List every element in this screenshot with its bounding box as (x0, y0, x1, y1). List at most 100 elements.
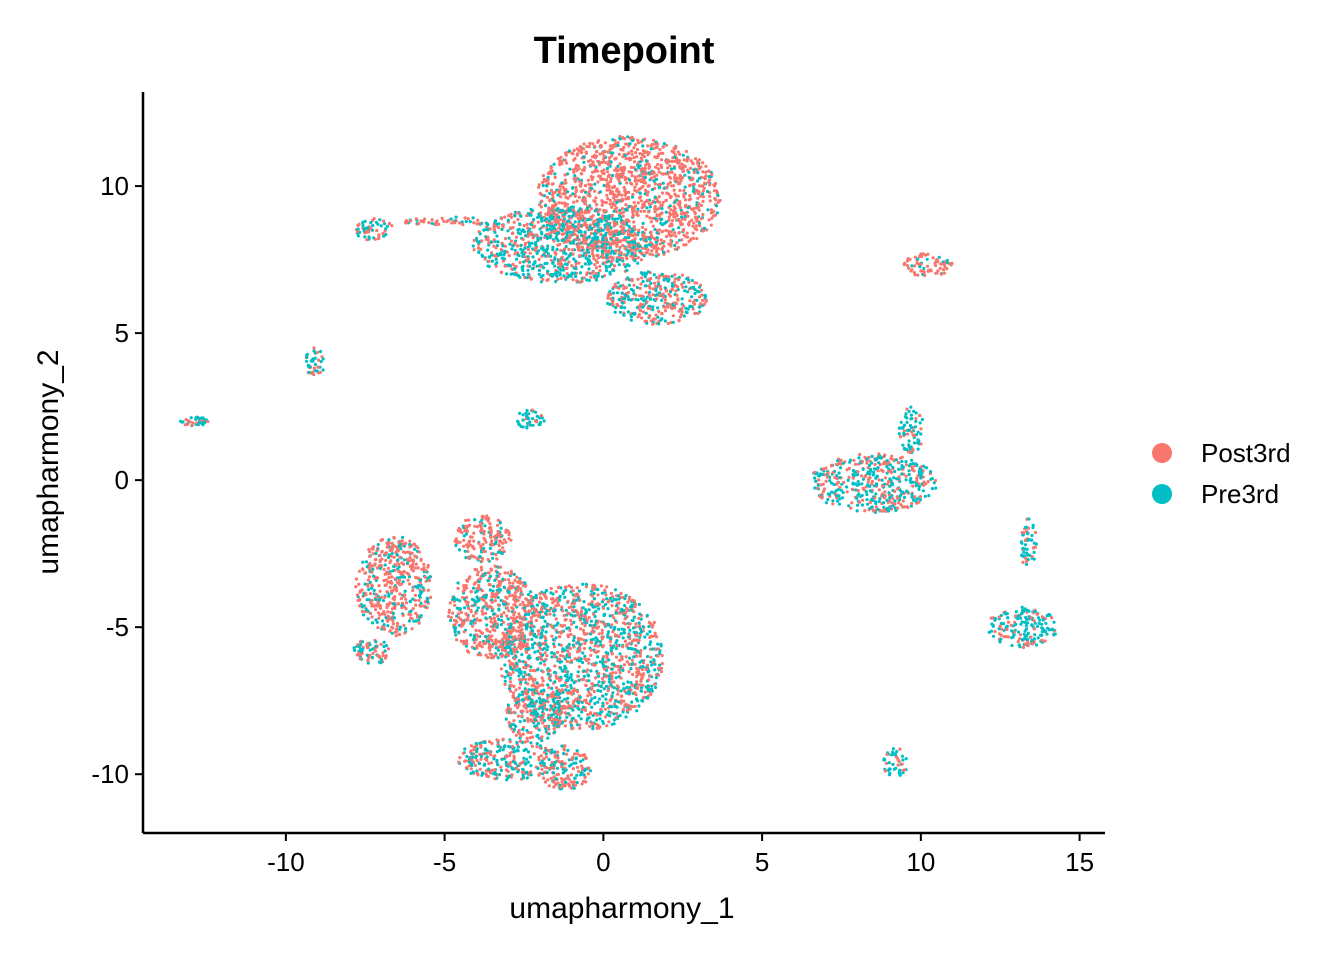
point-post3rd (657, 228, 662, 232)
point-pre3rd (574, 225, 578, 229)
point-pre3rd (582, 674, 587, 679)
point-pre3rd (594, 232, 598, 236)
point-post3rd (813, 470, 817, 474)
point-pre3rd (321, 357, 325, 361)
point-post3rd (694, 157, 698, 161)
point-post3rd (910, 430, 914, 434)
point-post3rd (624, 203, 628, 207)
point-pre3rd (658, 663, 662, 667)
point-pre3rd (536, 649, 540, 653)
point-post3rd (684, 203, 688, 207)
point-pre3rd (908, 447, 912, 451)
point-post3rd (623, 617, 627, 621)
point-pre3rd (857, 456, 861, 460)
point-post3rd (559, 195, 563, 199)
point-pre3rd (870, 461, 874, 465)
point-post3rd (608, 255, 612, 259)
point-post3rd (692, 302, 697, 306)
point-post3rd (633, 143, 638, 147)
point-post3rd (664, 305, 668, 309)
point-post3rd (641, 184, 645, 188)
point-pre3rd (607, 674, 611, 678)
point-post3rd (604, 593, 608, 597)
point-pre3rd (556, 239, 560, 243)
point-pre3rd (650, 684, 654, 688)
point-pre3rd (1030, 623, 1034, 627)
point-post3rd (673, 306, 677, 310)
point-post3rd (610, 202, 614, 206)
point-post3rd (577, 242, 581, 246)
point-post3rd (642, 155, 647, 159)
point-pre3rd (594, 278, 599, 282)
point-post3rd (621, 226, 626, 230)
point-post3rd (507, 214, 511, 218)
point-post3rd (899, 435, 903, 439)
point-pre3rd (832, 482, 836, 487)
point-post3rd (660, 653, 664, 658)
point-pre3rd (617, 627, 621, 632)
point-post3rd (548, 612, 552, 616)
point-post3rd (666, 166, 670, 170)
point-post3rd (915, 479, 919, 483)
point-post3rd (651, 224, 655, 228)
point-post3rd (706, 180, 711, 184)
point-post3rd (583, 624, 587, 628)
point-pre3rd (577, 714, 581, 718)
point-post3rd (901, 768, 905, 773)
point-pre3rd (648, 297, 652, 301)
point-post3rd (672, 280, 677, 284)
point-pre3rd (690, 305, 694, 309)
point-pre3rd (673, 243, 677, 248)
point-pre3rd (545, 604, 549, 608)
point-pre3rd (308, 365, 312, 369)
point-post3rd (893, 489, 897, 493)
point-post3rd (619, 591, 623, 596)
point-pre3rd (536, 249, 541, 253)
point-post3rd (555, 650, 560, 655)
point-pre3rd (652, 658, 656, 662)
point-post3rd (1012, 630, 1016, 634)
point-post3rd (549, 586, 553, 591)
point-pre3rd (685, 311, 689, 315)
point-post3rd (618, 175, 622, 180)
point-pre3rd (572, 211, 576, 215)
point-pre3rd (648, 290, 652, 294)
point-pre3rd (525, 408, 529, 413)
point-post3rd (514, 688, 518, 692)
point-pre3rd (597, 607, 601, 611)
point-post3rd (562, 258, 566, 262)
point-post3rd (685, 157, 690, 161)
point-pre3rd (556, 231, 561, 235)
point-post3rd (1018, 637, 1022, 641)
point-post3rd (619, 595, 623, 600)
point-pre3rd (503, 627, 508, 632)
point-pre3rd (614, 676, 618, 680)
point-pre3rd (909, 504, 914, 508)
point-pre3rd (568, 241, 573, 245)
point-pre3rd (877, 461, 881, 465)
point-post3rd (603, 141, 608, 145)
point-pre3rd (623, 153, 627, 158)
point-pre3rd (531, 262, 536, 266)
point-pre3rd (904, 412, 908, 416)
point-post3rd (593, 144, 597, 149)
point-post3rd (655, 156, 659, 160)
point-pre3rd (545, 217, 549, 221)
point-pre3rd (905, 420, 909, 424)
point-pre3rd (1026, 531, 1030, 535)
point-pre3rd (913, 441, 917, 445)
point-post3rd (910, 468, 915, 472)
point-post3rd (834, 462, 839, 466)
point-post3rd (520, 677, 525, 682)
point-pre3rd (544, 630, 548, 634)
point-pre3rd (683, 215, 687, 219)
point-pre3rd (638, 164, 642, 168)
point-pre3rd (987, 630, 991, 635)
point-post3rd (669, 222, 673, 226)
point-post3rd (538, 203, 542, 207)
point-post3rd (571, 252, 575, 256)
point-post3rd (540, 199, 544, 203)
point-pre3rd (518, 222, 522, 226)
point-post3rd (472, 248, 476, 252)
